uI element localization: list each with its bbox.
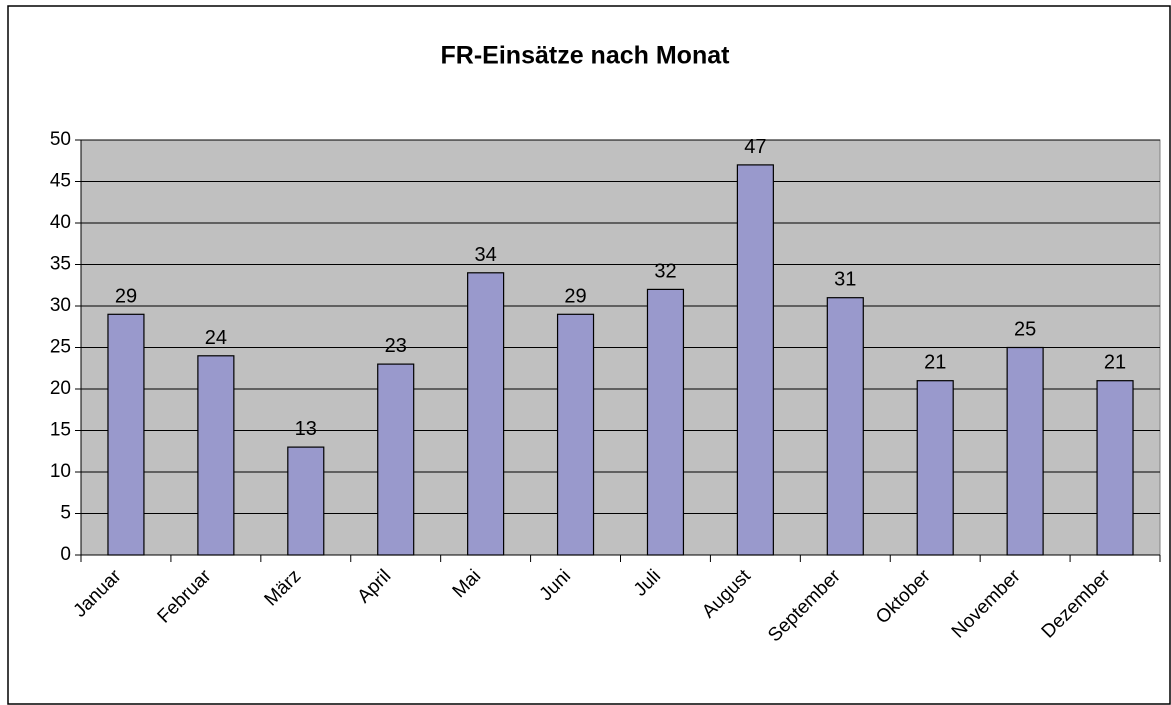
y-tick-label: 40 (50, 212, 71, 233)
y-tick-label: 45 (50, 171, 71, 192)
chart-title: FR-Einsätze nach Monat (441, 42, 731, 70)
data-label: 24 (205, 327, 227, 349)
data-label: 25 (1014, 319, 1036, 341)
data-label: 13 (295, 418, 317, 440)
bar (826, 297, 864, 556)
bar (556, 313, 595, 556)
y-tick-label: 35 (50, 254, 71, 275)
y-tick-label: 0 (60, 544, 71, 565)
bar (107, 313, 145, 556)
y-tick-label: 15 (50, 420, 71, 441)
bar (467, 272, 505, 556)
data-label: 29 (115, 285, 137, 307)
bar (646, 288, 685, 556)
bar (197, 355, 235, 556)
data-label: 34 (475, 244, 497, 266)
data-label: 47 (744, 136, 766, 158)
y-tick-label: 10 (50, 461, 71, 482)
bar (377, 363, 415, 556)
bar (1096, 380, 1134, 556)
y-tick-label: 20 (50, 378, 71, 399)
data-label: 23 (385, 335, 407, 357)
data-label: 21 (1104, 352, 1126, 374)
bar (736, 164, 774, 556)
bar (916, 380, 954, 556)
y-tick-label: 50 (50, 129, 71, 150)
data-label: 21 (924, 352, 946, 374)
bar (287, 446, 325, 556)
data-label: 31 (834, 269, 856, 291)
bar (1006, 346, 1044, 556)
data-label: 32 (654, 260, 676, 282)
y-tick-label: 25 (50, 337, 71, 358)
y-tick-label: 30 (50, 295, 71, 316)
y-tick-label: 5 (60, 503, 71, 524)
data-label: 29 (564, 285, 586, 307)
